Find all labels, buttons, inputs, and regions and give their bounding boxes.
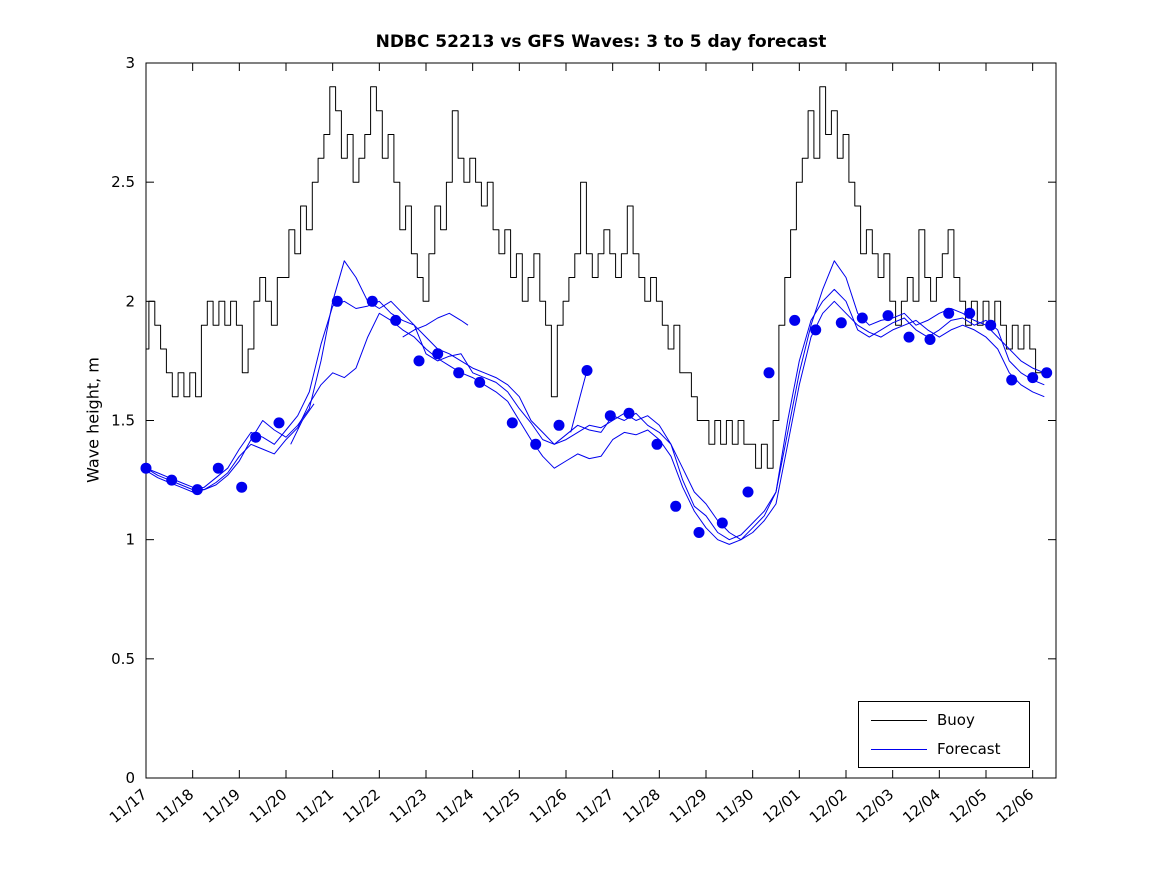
buoy-line-sample xyxy=(871,719,927,721)
forecast-marker xyxy=(474,376,486,388)
x-tick-label: 11/26 xyxy=(526,785,571,827)
forecast-marker xyxy=(166,474,178,486)
forecast-marker xyxy=(581,365,593,376)
forecast-marker xyxy=(1027,372,1039,384)
forecast-marker xyxy=(250,431,262,443)
x-tick-label: 11/17 xyxy=(106,785,151,827)
forecast-series-line xyxy=(145,260,1045,541)
forecast-marker xyxy=(453,367,465,379)
forecast-marker xyxy=(623,407,635,419)
x-tick-label: 12/06 xyxy=(993,785,1038,827)
forecast-series-line xyxy=(145,300,1045,545)
forecast-marker xyxy=(742,486,754,498)
x-tick-label: 11/20 xyxy=(246,785,291,827)
forecast-marker xyxy=(789,314,801,326)
x-tick-label: 12/01 xyxy=(759,785,804,827)
x-tick-label: 12/03 xyxy=(853,785,898,827)
y-tick-label: 0 xyxy=(125,769,135,787)
forecast-marker xyxy=(506,417,518,429)
forecast-marker xyxy=(140,462,152,474)
x-tick-label: 11/24 xyxy=(433,785,478,827)
y-tick-label: 2.5 xyxy=(111,173,135,191)
forecast-marker xyxy=(1006,374,1018,386)
forecast-marker xyxy=(924,334,936,345)
y-tick-label: 3 xyxy=(125,54,135,72)
forecast-marker xyxy=(1041,367,1053,379)
forecast-series-line xyxy=(402,312,469,338)
y-tick-label: 2 xyxy=(125,292,135,310)
x-tick-label: 12/05 xyxy=(946,785,991,827)
y-tick-label: 1.5 xyxy=(111,412,135,430)
forecast-marker xyxy=(604,410,616,422)
forecast-series-line xyxy=(570,370,588,433)
chart-title: NDBC 52213 vs GFS Waves: 3 to 5 day fore… xyxy=(375,32,827,52)
legend-entry-buoy: Buoy xyxy=(871,711,1017,729)
forecast-marker xyxy=(693,527,705,538)
x-tick-label: 12/04 xyxy=(899,785,944,827)
legend-label-buoy: Buoy xyxy=(937,711,975,729)
x-tick-label: 11/21 xyxy=(293,785,338,827)
x-tick-label: 11/23 xyxy=(386,785,431,827)
forecast-marker xyxy=(903,331,915,343)
buoy-series-line xyxy=(146,86,1045,469)
forecast-marker xyxy=(530,438,542,450)
x-tick-label: 11/22 xyxy=(339,785,384,827)
forecast-marker xyxy=(651,438,663,450)
forecast-marker xyxy=(273,417,285,429)
forecast-marker xyxy=(236,481,248,493)
forecast-marker xyxy=(716,517,728,529)
forecast-marker xyxy=(366,295,378,307)
forecast-marker xyxy=(331,295,343,307)
forecast-marker xyxy=(964,307,976,319)
forecast-marker xyxy=(432,348,444,360)
x-tick-label: 12/02 xyxy=(806,785,851,827)
forecast-series-line xyxy=(145,288,1045,541)
forecast-marker xyxy=(810,324,822,336)
x-tick-label: 11/19 xyxy=(199,785,244,827)
forecast-marker xyxy=(413,355,425,367)
x-tick-label: 11/29 xyxy=(666,785,711,827)
legend: Buoy Forecast xyxy=(858,701,1030,768)
x-tick-label: 11/27 xyxy=(573,785,618,827)
forecast-marker xyxy=(943,307,955,319)
forecast-line-sample xyxy=(871,748,927,750)
forecast-marker xyxy=(212,462,224,474)
x-tick-label: 11/18 xyxy=(153,785,198,827)
forecast-marker xyxy=(390,314,402,326)
x-tick-label: 11/25 xyxy=(479,785,524,827)
legend-entry-forecast: Forecast xyxy=(871,740,1017,758)
y-tick-label: 1 xyxy=(125,531,135,549)
forecast-marker xyxy=(670,500,682,512)
forecast-marker xyxy=(553,419,565,431)
forecast-marker xyxy=(191,484,203,496)
x-tick-label: 11/30 xyxy=(713,785,758,827)
y-tick-label: 0.5 xyxy=(111,650,135,668)
forecast-marker xyxy=(763,367,775,379)
forecast-marker xyxy=(856,312,868,324)
x-tick-label: 11/28 xyxy=(619,785,664,827)
forecast-marker xyxy=(985,319,997,331)
forecast-marker xyxy=(882,310,894,322)
forecast-series-line xyxy=(290,403,315,445)
legend-label-forecast: Forecast xyxy=(937,740,1001,758)
forecast-marker xyxy=(835,317,847,329)
